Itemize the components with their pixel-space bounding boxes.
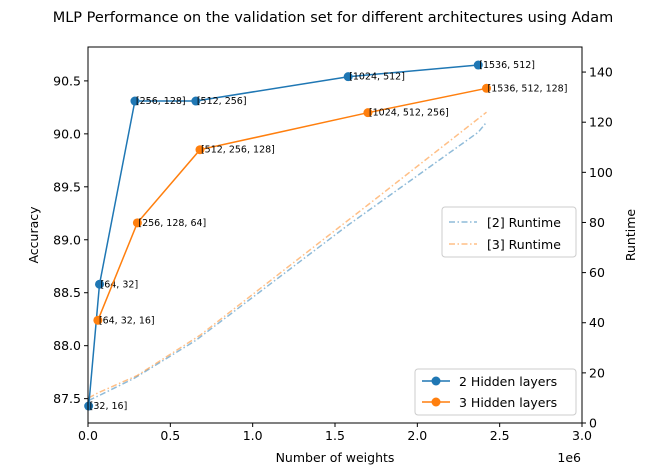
x-tick-label: 0.0 bbox=[78, 428, 98, 443]
x-tick-label: 1.0 bbox=[243, 428, 263, 443]
data-point bbox=[93, 315, 103, 325]
point-label: [64, 32, 16] bbox=[99, 315, 155, 326]
y-right-tick-label: 0 bbox=[589, 416, 597, 431]
x-axis: 0.0 0.5 1.0 1.5 2.0 2.5 3.0 bbox=[78, 423, 592, 443]
data-point bbox=[84, 401, 94, 411]
chart-title: MLP Performance on the validation set fo… bbox=[53, 10, 614, 26]
runtime-series-layer bbox=[88, 111, 488, 402]
point-label: [512, 256] bbox=[197, 96, 247, 107]
y-axis-right-label: Runtime bbox=[623, 209, 638, 262]
runtime-line bbox=[88, 111, 487, 399]
runtime-line bbox=[88, 121, 488, 402]
y-left-tick-label: 89.5 bbox=[53, 179, 81, 194]
runtime-legend-label: [3] Runtime bbox=[487, 237, 561, 252]
y-left-tick-label: 89.0 bbox=[53, 232, 81, 247]
data-point bbox=[343, 72, 353, 82]
accuracy-line bbox=[97, 87, 487, 321]
x-tick-label: 2.5 bbox=[490, 428, 510, 443]
runtime-legend: [2] Runtime [3] Runtime bbox=[441, 206, 577, 258]
x-tick-label: 2.0 bbox=[407, 428, 427, 443]
y-left-tick-label: 87.5 bbox=[53, 391, 81, 406]
data-point bbox=[191, 96, 201, 106]
data-point bbox=[132, 218, 142, 228]
point-label: [1536, 512, 128] bbox=[487, 83, 567, 94]
point-label: [32, 16] bbox=[90, 401, 128, 412]
point-label: [256, 128, 64] bbox=[138, 218, 206, 229]
accuracy-legend: 2 Hidden layers 3 Hidden layers bbox=[414, 368, 577, 416]
y-axis-left-label: Accuracy bbox=[26, 206, 41, 264]
point-label: [64, 32] bbox=[101, 279, 139, 290]
data-point bbox=[95, 279, 105, 289]
accuracy-series-layer: [32, 16] [64, 32] [256, 128] [512, 256] [102… bbox=[84, 60, 567, 412]
x-axis-offset-label: 1e6 bbox=[557, 450, 581, 465]
data-point bbox=[481, 83, 491, 93]
x-axis-label: Number of weights bbox=[276, 450, 395, 465]
point-label: [256, 128] bbox=[136, 96, 186, 107]
y-right-tick-label: 140 bbox=[589, 65, 613, 80]
point-label: [1536, 512] bbox=[479, 60, 535, 71]
y-left-tick-label: 88.5 bbox=[53, 285, 81, 300]
accuracy-legend-marker bbox=[431, 376, 441, 386]
x-tick-label: 1.5 bbox=[325, 428, 345, 443]
accuracy-legend-box bbox=[414, 368, 577, 416]
data-point bbox=[130, 96, 140, 106]
y-axis-left: 87.5 88.0 88.5 89.0 89.5 90.0 90.5 bbox=[53, 73, 88, 406]
x-tick-label: 0.5 bbox=[160, 428, 180, 443]
accuracy-legend-marker bbox=[431, 397, 441, 407]
data-point bbox=[195, 145, 205, 155]
y-left-tick-label: 90.0 bbox=[53, 126, 81, 141]
accuracy-line bbox=[87, 64, 479, 407]
y-right-tick-label: 100 bbox=[589, 165, 613, 180]
y-axis-right: 0 20 40 60 80 100 120 140 bbox=[582, 65, 613, 431]
accuracy-legend-label: 3 Hidden layers bbox=[459, 395, 557, 410]
runtime-legend-label: [2] Runtime bbox=[487, 215, 561, 230]
y-right-tick-label: 80 bbox=[589, 215, 605, 230]
point-label: [1024, 512, 256] bbox=[369, 108, 449, 119]
point-label: [1024, 512] bbox=[349, 72, 405, 83]
y-right-tick-label: 20 bbox=[589, 365, 605, 380]
accuracy-legend-label: 2 Hidden layers bbox=[459, 374, 557, 389]
y-right-tick-label: 40 bbox=[589, 315, 605, 330]
point-label: [512, 256, 128] bbox=[201, 145, 275, 156]
y-left-tick-label: 90.5 bbox=[53, 73, 81, 88]
y-left-tick-label: 88.0 bbox=[53, 338, 81, 353]
x-tick-label: 3.0 bbox=[572, 428, 592, 443]
y-right-tick-label: 120 bbox=[589, 115, 613, 130]
data-point bbox=[473, 60, 483, 70]
data-point bbox=[363, 108, 373, 118]
y-right-tick-label: 60 bbox=[589, 265, 605, 280]
